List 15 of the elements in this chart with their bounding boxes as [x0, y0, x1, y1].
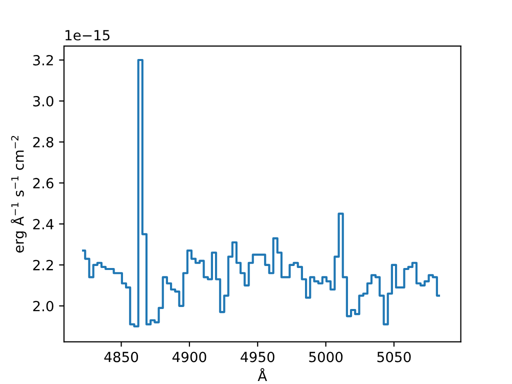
y-tick-label: 2.0	[33, 300, 54, 312]
text: 1e−15	[66, 30, 110, 40]
y-tick-label: 2.6	[33, 178, 54, 188]
y-tick-label: 2.8	[33, 136, 54, 148]
x-tick-label: 4950	[240, 352, 274, 362]
y-axis-title: erg Å$^{−1}$ s$^{−1}$ cm$^{−2}$	[10, 136, 27, 253]
x-tick-label: 4900	[172, 352, 206, 362]
y-tick-label: 2.4	[33, 218, 54, 230]
x-tick-label: 5050	[377, 352, 411, 362]
y-tick-label: 3.2	[33, 54, 53, 66]
x-tick-label: 5000	[309, 352, 343, 362]
y-tick-label: 3.0	[33, 96, 54, 106]
y-tick-label: 2.2	[33, 260, 53, 270]
x-tick-label: 4850	[104, 352, 138, 362]
x-axis-title: Å	[258, 368, 268, 382]
